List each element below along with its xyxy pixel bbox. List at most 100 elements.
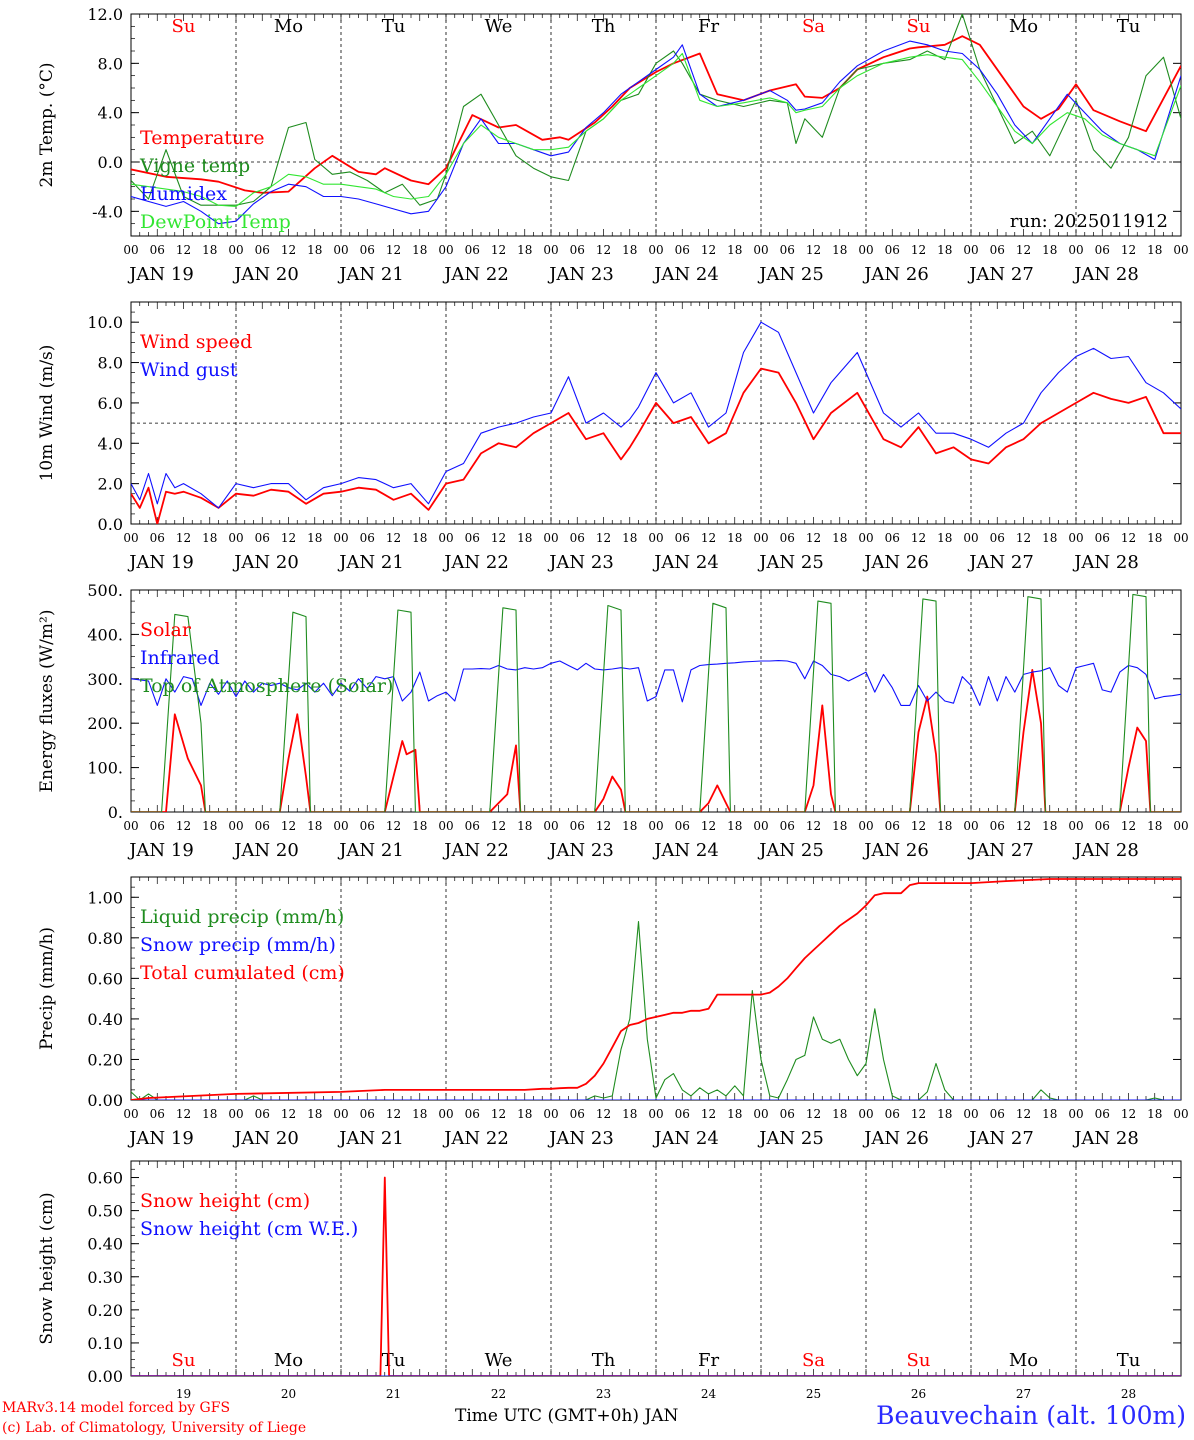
x-hour-label: 18 — [202, 243, 217, 257]
x-hour-label: 18 — [412, 243, 427, 257]
x-hour-label: 00 — [333, 819, 348, 833]
x-hour-label: 18 — [937, 243, 952, 257]
x-date-label: JAN 28 — [1072, 552, 1139, 573]
x-hour-label: 12 — [701, 819, 716, 833]
x-hour-label: 00 — [858, 531, 873, 545]
x-hour-label: 00 — [438, 819, 453, 833]
series-line-liquid-precip-mm-h — [131, 921, 1181, 1100]
y-tick-label: 6.0 — [98, 394, 123, 413]
x-hour-label: 18 — [937, 1107, 952, 1121]
x-hour-label: 06 — [255, 819, 270, 833]
x-date-label: JAN 22 — [442, 840, 509, 861]
x-date-label: JAN 25 — [757, 552, 824, 573]
x-date-label: JAN 23 — [547, 264, 614, 285]
x-hour-label: 12 — [386, 243, 401, 257]
x-hour-label: 18 — [1147, 243, 1162, 257]
day-name: Su — [172, 16, 196, 37]
x-hour-label: 06 — [675, 1107, 690, 1121]
x-hour-label: 18 — [1147, 819, 1162, 833]
chart-panel-1: -4.0 0.0 4.0 8.0 12.0 2m Temp. (°C) 00 06 12 18 JA… — [37, 5, 1189, 285]
x-hour-label: 18 — [622, 531, 637, 545]
x-hour-label: 18 — [622, 1107, 637, 1121]
x-hour-label: 00 — [333, 243, 348, 257]
day-name: Fr — [698, 1350, 719, 1371]
day-name: Tu — [1117, 1350, 1141, 1371]
legend-entry: Humidex — [140, 183, 227, 205]
x-hour-label: 00 — [648, 243, 663, 257]
x-date-label: JAN 21 — [337, 1128, 404, 1149]
series-line-vigne-temp — [131, 14, 1181, 206]
x-date-label: JAN 27 — [967, 264, 1034, 285]
x-hour-label: 18 — [517, 531, 532, 545]
x-hour-label: 00 — [543, 243, 558, 257]
x-hour-label: 18 — [937, 819, 952, 833]
x-hour-label: 00 — [753, 1107, 768, 1121]
x-hour-label: 06 — [255, 531, 270, 545]
day-name: Tu — [382, 16, 406, 37]
x-date-label: JAN 22 — [442, 264, 509, 285]
x-hour-label: 00 — [648, 819, 663, 833]
x-hour-label: 12 — [911, 531, 926, 545]
x-hour-label: 00 — [438, 1107, 453, 1121]
x-date-label: JAN 27 — [967, 840, 1034, 861]
x-hour-label: 06 — [885, 1107, 900, 1121]
y-tick-label: 4.0 — [98, 104, 123, 123]
x-date-label: JAN 25 — [757, 1128, 824, 1149]
x-date-label: JAN 28 — [1072, 840, 1139, 861]
x-hour-label: 12 — [596, 1107, 611, 1121]
x-hour-label: 06 — [150, 531, 165, 545]
x-hour-label: 18 — [307, 819, 322, 833]
y-tick-label: 0.80 — [87, 929, 123, 948]
day-name: Tu — [1117, 16, 1141, 37]
x-hour-label: 18 — [727, 1107, 742, 1121]
y-tick-label: 8.0 — [98, 354, 123, 373]
x-hour-label: 06 — [465, 819, 480, 833]
legend-entry: Top of Atmosphere (Solar) — [140, 675, 393, 697]
x-hour-label: 06 — [465, 243, 480, 257]
x-hour-label: 18 — [622, 243, 637, 257]
x-hour-label: 18 — [832, 531, 847, 545]
x-hour-label: 12 — [911, 1107, 926, 1121]
chart-panel-3: 0. 100. 200. 300. 400. 500. Energy fluxes (W/m… — [37, 581, 1189, 861]
x-hour-label: 12 — [386, 1107, 401, 1121]
x-hour-label: 06 — [1095, 531, 1110, 545]
day-name: We — [485, 1350, 513, 1371]
y-axis-label: 10m Wind (m/s) — [37, 345, 57, 482]
x-hour-label: 12 — [701, 243, 716, 257]
x-hour-label: 18 — [412, 819, 427, 833]
x-date-label: JAN 21 — [337, 264, 404, 285]
day-name: Th — [592, 16, 616, 37]
y-tick-label: 400. — [87, 625, 123, 644]
x-date-label: JAN 24 — [652, 840, 719, 861]
x-date-label: JAN 26 — [862, 264, 929, 285]
y-tick-label: 0.60 — [87, 1169, 123, 1188]
x-hour-label: 18 — [1042, 819, 1057, 833]
y-tick-label: 8.0 — [98, 54, 123, 73]
x-hour-label: 06 — [465, 1107, 480, 1121]
y-tick-label: 0.30 — [87, 1268, 123, 1287]
x-hour-label: 12 — [1016, 243, 1031, 257]
x-date-label: JAN 28 — [1072, 264, 1139, 285]
x-hour-label: 00 — [123, 531, 138, 545]
x-hour-label: 12 — [596, 531, 611, 545]
x-hour-label: 00 — [1173, 819, 1188, 833]
y-tick-label: 500. — [87, 581, 123, 600]
series-line-wind-speed — [131, 367, 1181, 524]
x-hour-label: 06 — [990, 819, 1005, 833]
x-hour-label: 00 — [963, 531, 978, 545]
x-hour-label: 06 — [780, 243, 795, 257]
legend-entry: Temperature — [140, 127, 264, 149]
x-hour-label: 18 — [727, 243, 742, 257]
x-hour-label: 06 — [570, 819, 585, 833]
x-hour-label: 12 — [176, 819, 191, 833]
x-hour-label: 00 — [228, 531, 243, 545]
x-hour-label: 12 — [491, 243, 506, 257]
x-date-label: JAN 19 — [127, 840, 194, 861]
x-hour-label: 12 — [806, 243, 821, 257]
x-hour-label: 06 — [990, 243, 1005, 257]
day-name: Mo — [274, 16, 303, 37]
x-date-label: JAN 26 — [862, 1128, 929, 1149]
x-hour-label: 18 — [1042, 531, 1057, 545]
x-hour-label: 12 — [1016, 819, 1031, 833]
